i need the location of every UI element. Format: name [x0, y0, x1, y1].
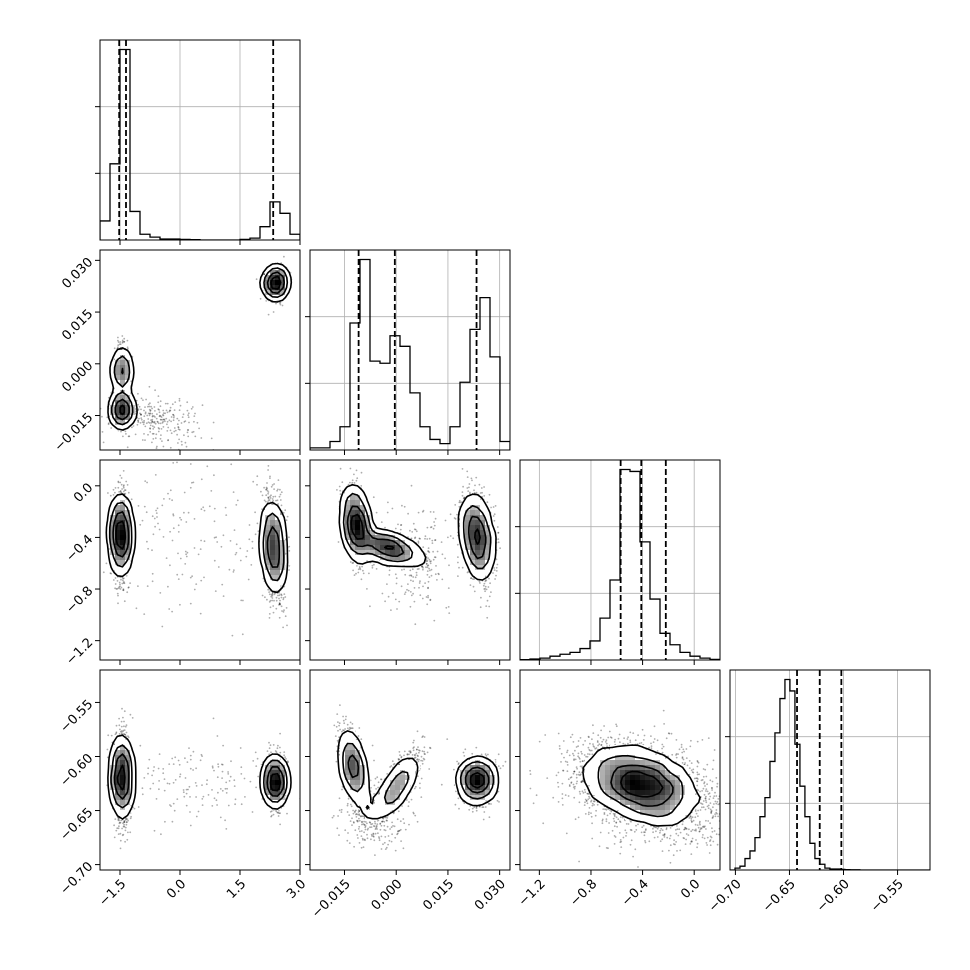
- tick-label-y: −0.015: [52, 410, 97, 455]
- tick-label-y: −1.2: [63, 635, 96, 668]
- tick-label-y: −0.55: [58, 697, 97, 736]
- density-contour: [342, 742, 495, 805]
- hist-frame: [309, 249, 511, 451]
- density-contour: [113, 753, 285, 800]
- tick-label-y: 0.0: [71, 481, 96, 506]
- tick-label-y: 0.000: [59, 358, 96, 395]
- density-contour: [610, 764, 674, 807]
- tick-label-x: 0.000: [369, 877, 406, 914]
- tick-label-x: −0.55: [868, 877, 907, 916]
- tick-label-y: 0.015: [59, 307, 96, 344]
- tick-label-x: −0.015: [309, 877, 354, 922]
- hist-frame: [99, 39, 301, 241]
- density-contour: [342, 492, 492, 570]
- scatter-frame: [99, 669, 301, 871]
- tick-label-x: 1.5: [224, 877, 249, 902]
- tick-label-x: −0.60: [814, 877, 853, 916]
- scatter-panel-3-2: [515, 669, 721, 875]
- density-contour: [115, 520, 127, 550]
- scatter-panel-3-0: [95, 669, 301, 875]
- tick-label-y: −0.65: [58, 805, 97, 844]
- density-contour: [116, 764, 282, 792]
- density-contour: [107, 734, 292, 820]
- hist-frame: [519, 459, 721, 661]
- tick-label-x: −0.4: [619, 877, 652, 910]
- tick-label-x: −0.70: [706, 877, 745, 916]
- tick-label-x: −0.65: [760, 877, 799, 916]
- density-contour: [337, 730, 500, 820]
- density-contour: [110, 267, 289, 426]
- scatter-frame: [309, 669, 511, 871]
- tick-label-y: 0.030: [59, 255, 96, 292]
- tick-label-y: −0.8: [63, 584, 96, 617]
- histogram-step: [310, 258, 510, 450]
- density-contour: [119, 275, 282, 416]
- density-contour: [338, 484, 497, 581]
- hist-frame: [729, 669, 931, 871]
- hist-panel-1: [305, 249, 511, 455]
- density-contour: [469, 772, 485, 789]
- density-contour: [108, 501, 285, 582]
- density-contour: [346, 505, 487, 560]
- density-contour: [107, 262, 293, 431]
- scatter-panel-2-1: [305, 459, 511, 665]
- hist-panel-0: [95, 39, 301, 245]
- density-contour: [112, 511, 281, 568]
- density-contour: [620, 770, 664, 798]
- scatter-frame: [99, 459, 301, 661]
- scatter-panel-3-1: [305, 669, 511, 875]
- tick-label-x: −1.5: [96, 877, 129, 910]
- density-contour: [347, 754, 490, 794]
- tick-label-y: −0.70: [58, 859, 97, 898]
- tick-label-x: −0.8: [567, 877, 600, 910]
- tick-label-x: 0.0: [678, 877, 703, 902]
- density-contour: [105, 493, 289, 594]
- density-contour: [582, 744, 701, 827]
- tick-label-x: 3.0: [284, 877, 309, 902]
- tick-label-x: 0.030: [472, 877, 509, 914]
- tick-label-y: −0.4: [63, 532, 96, 565]
- histogram-step: [730, 678, 930, 870]
- scatter-panel-2-0: [95, 459, 301, 665]
- tick-label-y: −0.60: [58, 751, 97, 790]
- hist-panel-3: [725, 669, 931, 875]
- scatter-frame: [309, 459, 511, 661]
- tick-label-x: −1.2: [516, 877, 549, 910]
- density-contour: [350, 513, 481, 550]
- scatter-frame: [99, 249, 301, 451]
- density-contour: [110, 744, 288, 809]
- tick-label-x: 0.015: [420, 877, 457, 914]
- histogram-step: [100, 48, 300, 240]
- density-contour: [114, 271, 285, 421]
- tick-label-x: 0.0: [164, 877, 189, 902]
- hist-panel-2: [515, 459, 721, 665]
- density-contour: [597, 754, 684, 818]
- scatter-panel-1-0: [95, 249, 301, 455]
- scatter-frame: [519, 669, 721, 871]
